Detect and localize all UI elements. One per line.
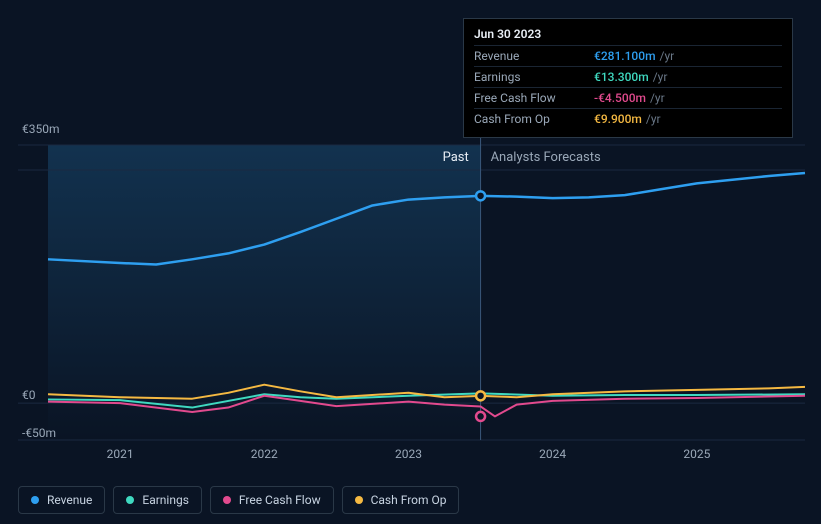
tooltip-row-value: -€4.500m — [594, 91, 646, 105]
chart-tooltip: Jun 30 2023 Revenue€281.100m/yrEarnings€… — [463, 18, 793, 138]
legend-item-free-cash-flow[interactable]: Free Cash Flow — [210, 486, 334, 514]
earnings-forecast-chart: 2021 2022 2023 2024 2025 €350m €0 -€50m Past… — [0, 0, 821, 524]
legend-label: Earnings — [142, 493, 189, 507]
legend-label: Cash From Op — [371, 493, 447, 507]
tooltip-row-label: Free Cash Flow — [474, 91, 594, 105]
tooltip-row: Cash From Op€9.900m/yr — [474, 108, 782, 129]
legend-label: Revenue — [47, 493, 92, 507]
tooltip-row-unit: /yr — [646, 112, 661, 126]
legend-dot-icon — [126, 496, 134, 504]
svg-text:2023: 2023 — [395, 447, 422, 461]
legend-dot-icon — [223, 496, 231, 504]
tooltip-row-label: Revenue — [474, 49, 594, 63]
tooltip-row-unit: /yr — [660, 49, 675, 63]
legend-label: Free Cash Flow — [239, 493, 321, 507]
legend-item-revenue[interactable]: Revenue — [18, 486, 105, 514]
legend-item-cash-from-op[interactable]: Cash From Op — [342, 486, 460, 514]
tooltip-row-value: €9.900m — [594, 112, 642, 126]
tooltip-row-unit: /yr — [650, 91, 665, 105]
y-axis-label-neg50: -€50m — [22, 426, 56, 440]
tooltip-row: Earnings€13.300m/yr — [474, 66, 782, 87]
svg-text:2024: 2024 — [539, 447, 566, 461]
tooltip-row: Free Cash Flow-€4.500m/yr — [474, 87, 782, 108]
tooltip-row: Revenue€281.100m/yr — [474, 45, 782, 66]
tooltip-row-label: Cash From Op — [474, 112, 594, 126]
y-axis-label-350: €350m — [22, 122, 60, 136]
tooltip-row-label: Earnings — [474, 70, 594, 84]
legend-dot-icon — [31, 496, 39, 504]
legend-dot-icon — [355, 496, 363, 504]
svg-text:2022: 2022 — [251, 447, 278, 461]
y-axis-label-0: €0 — [22, 388, 36, 402]
tooltip-title: Jun 30 2023 — [474, 27, 782, 41]
chart-legend: Revenue Earnings Free Cash Flow Cash From O… — [18, 486, 459, 514]
tooltip-row-value: €13.300m — [594, 70, 649, 84]
section-past-label: Past — [443, 150, 469, 165]
tooltip-row-unit: /yr — [653, 70, 668, 84]
svg-text:2025: 2025 — [683, 447, 710, 461]
svg-text:2021: 2021 — [107, 447, 134, 461]
legend-item-earnings[interactable]: Earnings — [113, 486, 202, 514]
tooltip-row-value: €281.100m — [594, 49, 656, 63]
tooltip-rows: Revenue€281.100m/yrEarnings€13.300m/yrFr… — [474, 45, 782, 129]
section-forecast-label: Analysts Forecasts — [491, 150, 601, 165]
